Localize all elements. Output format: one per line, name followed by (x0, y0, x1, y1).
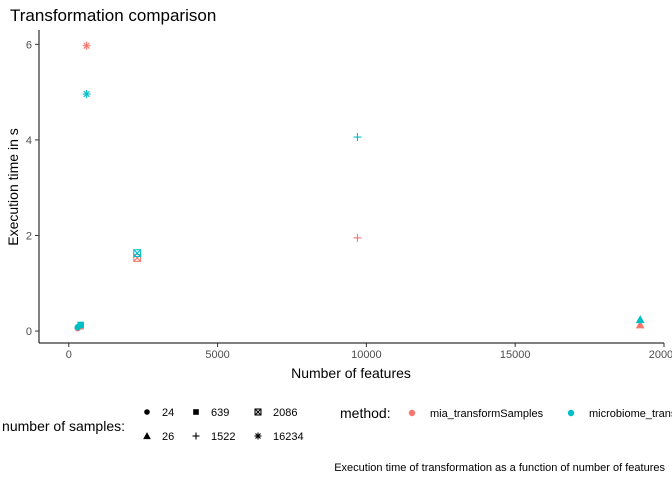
shape-legend-item: 16234 (254, 431, 304, 443)
x-tick-label: 5000 (205, 349, 229, 361)
shape-legend: number of samples: 24 26 639 1522 2086 16234 (2, 407, 304, 443)
shape-legend-item: 26 (143, 431, 174, 443)
color-legend-label: microbiome_transform (589, 408, 672, 420)
shape-legend-label: 26 (162, 431, 174, 443)
data-point (635, 315, 645, 324)
y-tick-label: 6 (26, 39, 32, 51)
shape-legend-item: 24 (144, 407, 174, 419)
shape-legend-item: 1522 (192, 431, 235, 443)
shape-legend-item: 639 (193, 407, 229, 419)
y-axis-ticks: 0 2 4 6 (26, 39, 39, 338)
data-point (353, 233, 362, 242)
color-legend-title: method: (340, 405, 391, 421)
shape-legend-label: 2086 (273, 407, 297, 419)
data-point (77, 321, 84, 329)
data-point (82, 90, 91, 99)
shape-legend-title: number of samples: (2, 418, 125, 434)
color-legend-item: mia_transformSamples (408, 408, 544, 420)
shape-legend-label: 24 (162, 407, 174, 419)
data-point (635, 320, 645, 329)
data-points (74, 41, 645, 332)
data-point (133, 249, 142, 258)
y-axis-title: Execution time in s (5, 128, 21, 246)
y-tick-label: 0 (26, 326, 32, 338)
x-tick-label: 15000 (500, 349, 531, 361)
x-tick-label: 10000 (351, 349, 382, 361)
data-point (82, 41, 91, 50)
chart-caption: Execution time of transformation as a fu… (334, 462, 665, 474)
x-tick-label: 0 (66, 349, 72, 361)
shape-legend-label: 1522 (211, 431, 235, 443)
shape-legend-label: 16234 (273, 431, 304, 443)
color-legend: method: mia_transformSamples microbiome_t… (340, 405, 672, 421)
x-axis-title: Number of features (291, 365, 411, 381)
chart-title: Transformation comparison (10, 6, 216, 25)
color-legend-item: microbiome_transform (567, 408, 672, 420)
y-tick-label: 4 (26, 135, 32, 147)
data-point (353, 133, 362, 142)
color-legend-label: mia_transformSamples (430, 408, 544, 420)
y-tick-label: 2 (26, 230, 32, 242)
shape-legend-item: 2086 (254, 407, 297, 419)
shape-legend-label: 639 (211, 407, 229, 419)
